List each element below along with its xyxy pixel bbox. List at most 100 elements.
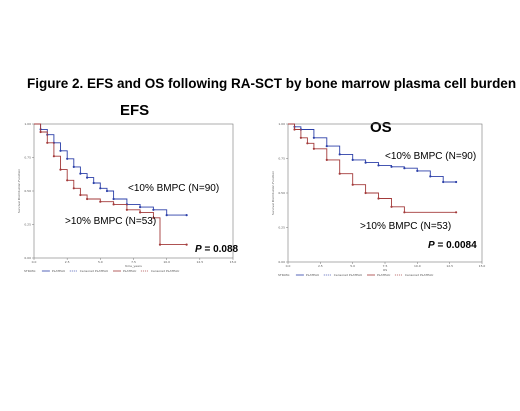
os-high-bmpc-point — [377, 197, 380, 200]
efs-high-bmpc-point — [158, 243, 162, 246]
efs-high-bmpc-point — [152, 216, 155, 219]
efs-y-tick-label: 0.25 — [24, 223, 31, 227]
os-high-bmpc-point — [455, 211, 458, 214]
os-high-bmpc-label: >10% BMPC (N=53) — [360, 221, 452, 232]
efs-x-tick-label: 10.0 — [163, 260, 170, 264]
efs-high-bmpc-point — [79, 193, 82, 197]
os-panel-title: OS — [370, 119, 392, 136]
os-x-axis-label: OS — [383, 268, 387, 272]
efs-low-bmpc-point — [79, 172, 82, 175]
efs-low-bmpc-point — [99, 187, 102, 190]
os-y-axis-label: Survival Distribution Function — [271, 171, 275, 215]
os-high-bmpc-point — [364, 191, 367, 195]
os-high-bmpc-point — [403, 211, 406, 214]
os-legend-item: Censored PLATEAU — [405, 273, 433, 277]
efs-high-bmpc-label: >10% BMPC (N=53) — [65, 216, 157, 227]
os-legend-item: PLATEAU — [377, 273, 390, 277]
efs-legend-item: PLATEAU — [123, 269, 136, 273]
efs-low-bmpc-point — [152, 208, 155, 211]
os-high-bmpc-point — [338, 172, 341, 175]
efs-legend-item: Censored PLATEAU — [80, 269, 108, 273]
efs-x-axis-label: time_years — [125, 264, 142, 268]
efs-high-bmpc-point — [46, 141, 49, 144]
figure-title: Figure 2. EFS and OS following RA-SCT by… — [27, 76, 517, 91]
os-low-bmpc-point — [429, 175, 432, 178]
os-x-tick-label: 7.5 — [383, 264, 388, 268]
os-low-bmpc-point — [442, 180, 445, 184]
efs-y-tick-label: 0.50 — [24, 189, 31, 193]
efs-panel-title: EFS — [120, 102, 150, 119]
efs-high-bmpc-point — [66, 179, 69, 182]
efs-legend-item: STRATA: — [24, 269, 36, 273]
os-legend-item: Censored PLATEAU — [334, 273, 362, 277]
os-high-bmpc-point — [306, 142, 309, 145]
efs-y-tick-label: 0.00 — [24, 256, 31, 260]
efs-high-bmpc-point — [52, 155, 56, 158]
efs-x-tick-label: 2.5 — [65, 260, 70, 264]
efs-x-tick-label: 0.0 — [32, 260, 37, 264]
efs-high-bmpc-point — [185, 243, 188, 246]
os-x-tick-label: 12.5 — [446, 264, 453, 268]
os-x-tick-label: 15.0 — [479, 264, 486, 268]
efs-low-bmpc-point — [139, 206, 142, 209]
os-low-bmpc-point — [338, 153, 341, 156]
efs-high-bmpc-point — [72, 187, 75, 190]
os-y-tick-label: 0.75 — [278, 157, 285, 161]
efs-high-bmpc-point — [59, 168, 62, 171]
os-x-tick-label: 10.0 — [414, 264, 421, 268]
os-p-value: P = 0.0084 — [428, 240, 477, 251]
os-high-bmpc-point — [325, 158, 328, 161]
os-low-bmpc-point — [364, 161, 367, 164]
efs-low-bmpc-point — [112, 197, 115, 201]
os-y-tick-label: 0.00 — [278, 260, 285, 264]
efs-high-bmpc-point — [112, 203, 115, 206]
efs-low-bmpc-point — [92, 181, 95, 185]
efs-low-bmpc-point — [59, 149, 62, 152]
os-panel: OS 0.00 0.25 0.50 0.75 1.00 0.0 2.5 5.0 7.5 10.0 1… — [271, 119, 486, 277]
os-low-bmpc-point — [455, 180, 458, 184]
os-low-bmpc-point — [403, 167, 406, 170]
os-low-bmpc-point — [390, 165, 393, 168]
os-km-plot: 0.00 0.25 0.50 0.75 1.00 0.0 2.5 5.0 7.5 10.0 12.5… — [271, 122, 486, 277]
efs-high-bmpc-point — [99, 200, 102, 203]
efs-panel: EFS 0.00 0.25 0.50 0.75 1.00 0.0 2.5 5.0 7.5 10.0… — [0, 0, 260, 300]
efs-x-tick-label: 7.5 — [131, 260, 136, 264]
efs-low-bmpc-point — [185, 214, 188, 217]
efs-low-bmpc-point — [165, 214, 168, 217]
efs-high-bmpc-curve — [34, 123, 187, 246]
efs-x-tick-label: 15.0 — [230, 260, 237, 264]
os-high-bmpc-curve — [288, 123, 457, 213]
efs-x-tick-label: 5.0 — [98, 260, 103, 264]
os-y-tick-label: 0.25 — [278, 226, 285, 230]
efs-p-value: P = 0.088 — [195, 244, 239, 255]
efs-low-bmpc-point — [72, 165, 75, 168]
os-x-tick-label: 2.5 — [318, 264, 323, 268]
os-high-bmpc-point — [390, 205, 393, 208]
os-low-bmpc-label: <10% BMPC (N=90) — [385, 151, 477, 162]
os-high-bmpc-point — [312, 147, 315, 150]
efs-low-bmpc-point — [105, 189, 109, 193]
os-high-bmpc-point — [351, 183, 354, 186]
os-x-tick-label: 0.0 — [286, 264, 291, 268]
efs-high-bmpc-point — [125, 208, 128, 211]
os-legend-item: PLATEAU — [306, 273, 319, 277]
os-y-tick-label: 0.50 — [278, 191, 285, 195]
efs-low-bmpc-label: <10% BMPC (N=90) — [128, 183, 220, 194]
os-y-tick-label: 1.00 — [278, 122, 285, 126]
efs-low-bmpc-point — [66, 157, 69, 160]
efs-high-bmpc-point — [39, 130, 42, 134]
efs-low-bmpc-curve — [34, 123, 187, 216]
efs-high-bmpc-point — [139, 211, 142, 214]
os-high-bmpc-point — [293, 128, 296, 131]
efs-legend-item: PLATEAU — [52, 269, 65, 273]
efs-km-plot: 0.00 0.25 0.50 0.75 1.00 0.0 2.5 5.0 7.5 10.0 12.5… — [17, 122, 237, 273]
os-low-bmpc-point — [312, 136, 315, 139]
efs-low-bmpc-point — [86, 176, 89, 179]
efs-high-bmpc-point — [86, 197, 89, 201]
efs-x-tick-label: 12.5 — [196, 260, 203, 264]
efs-y-tick-label: 0.75 — [24, 156, 31, 160]
os-low-bmpc-point — [351, 158, 354, 161]
os-x-tick-label: 5.0 — [350, 264, 355, 268]
os-low-bmpc-point — [325, 145, 328, 148]
efs-y-axis-label: Survival Distribution Function — [17, 169, 21, 213]
